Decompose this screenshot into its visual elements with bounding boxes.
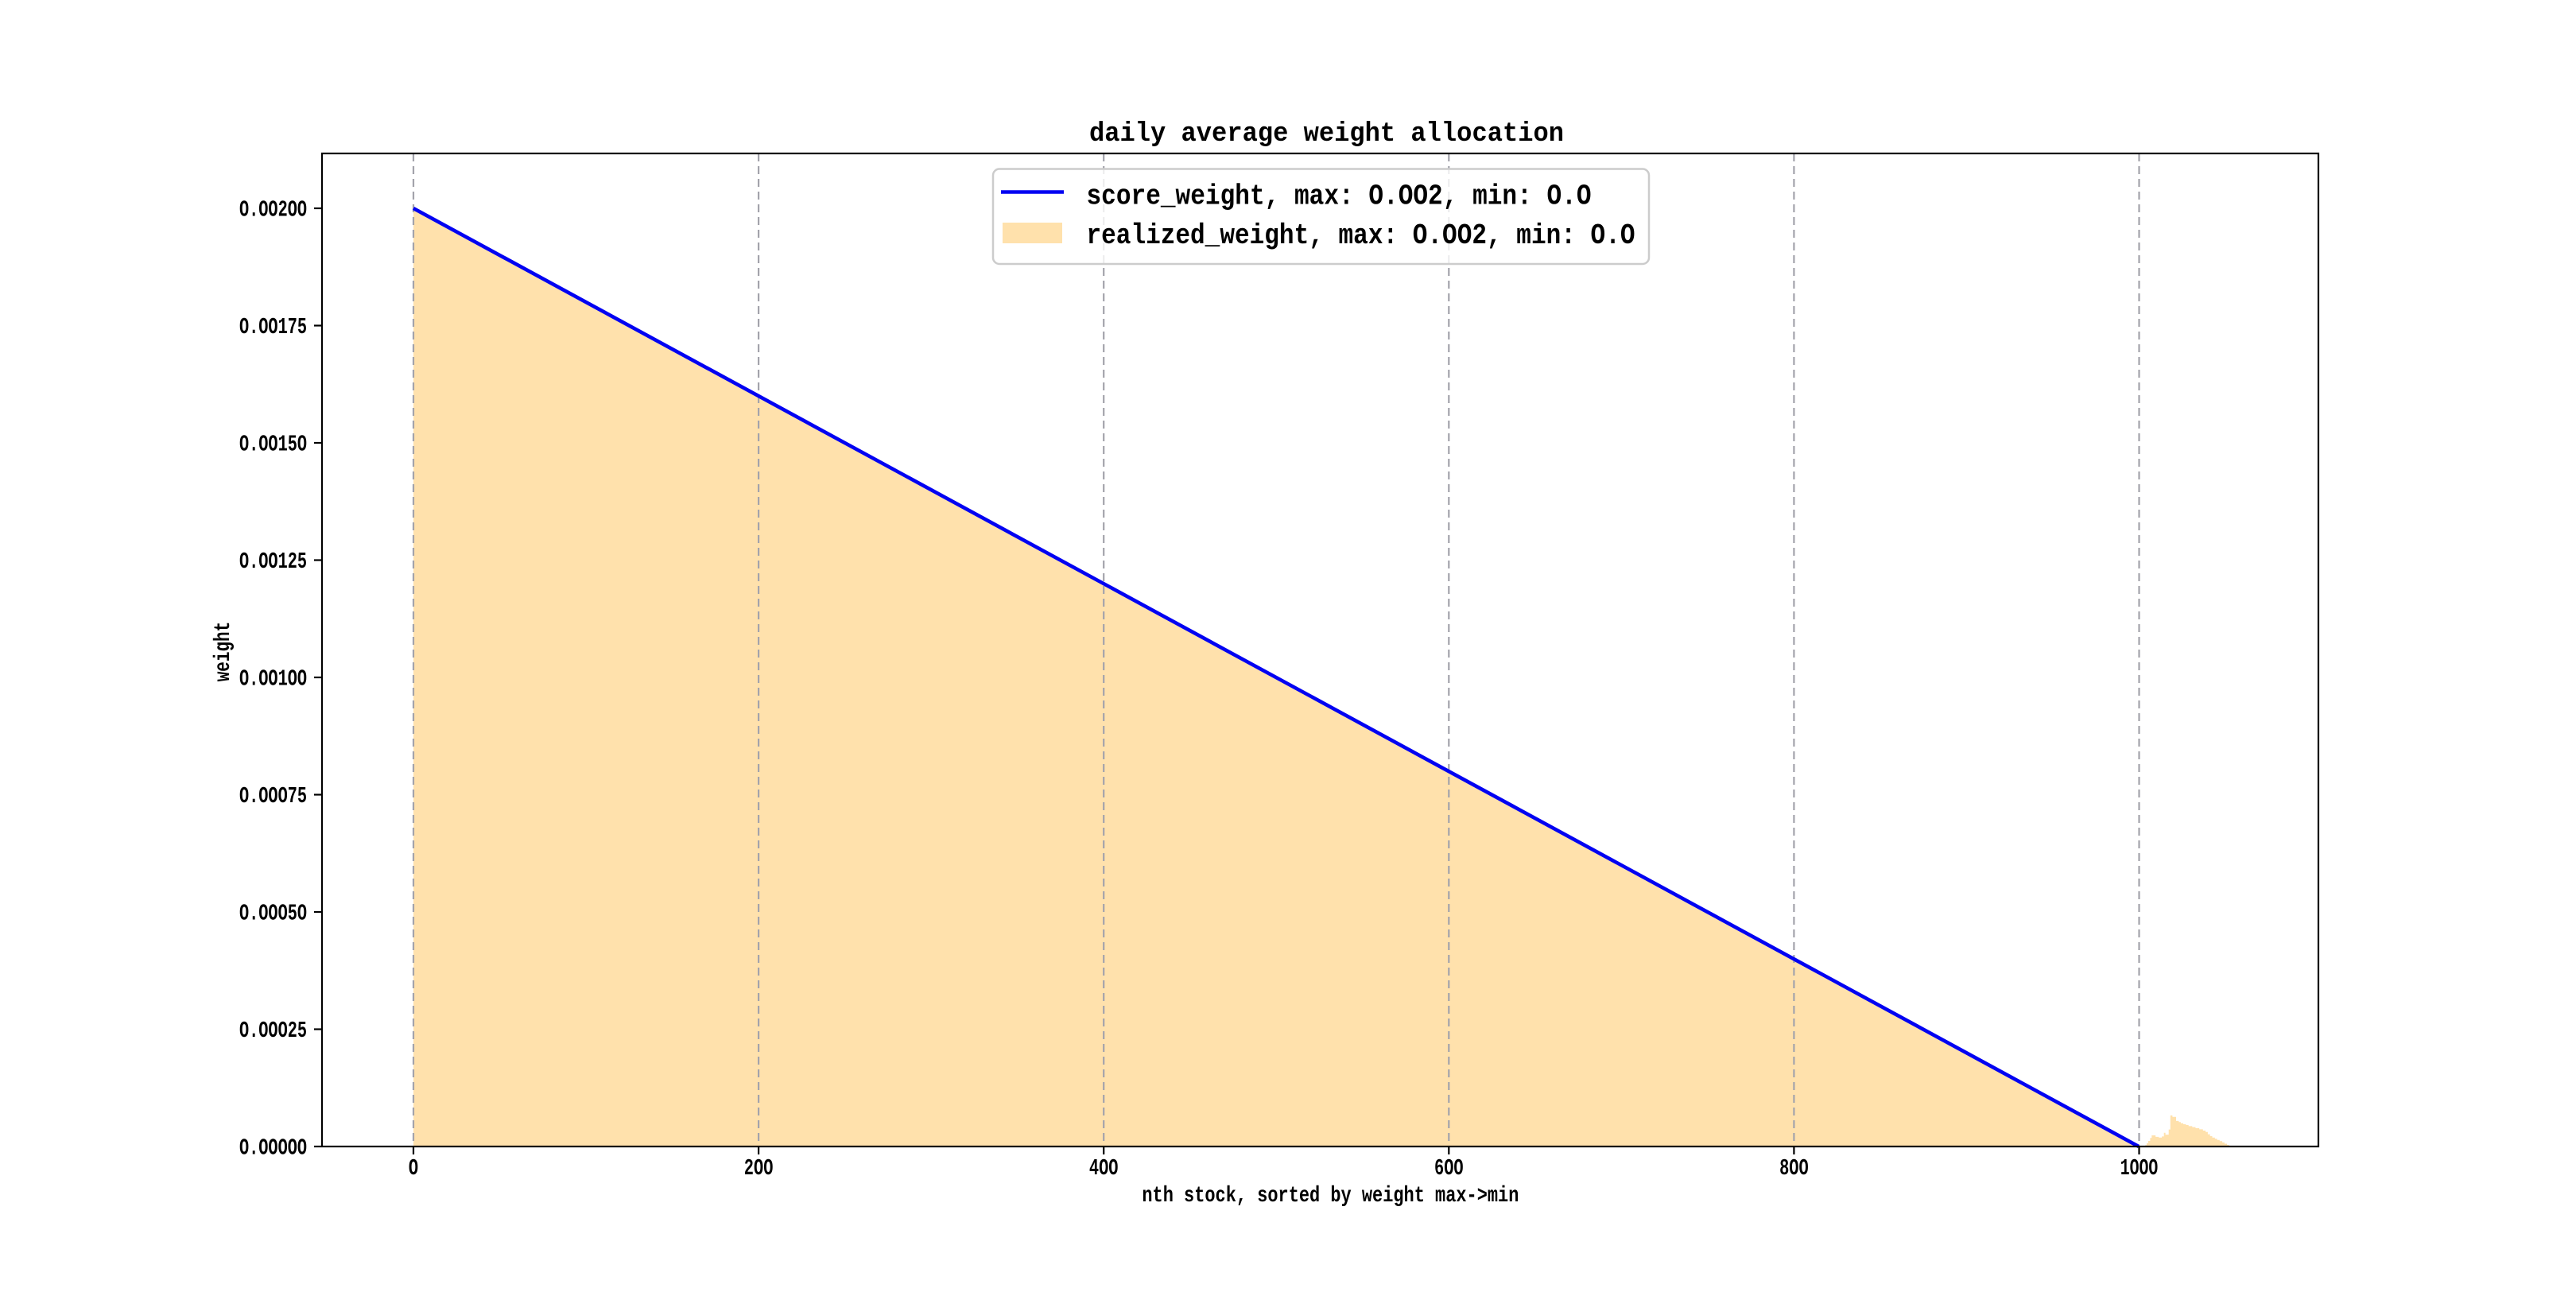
svg-text:4OO: 4OO (1089, 1155, 1119, 1181)
svg-text:O.OO175: O.OO175 (239, 314, 307, 340)
svg-text:1OOO: 1OOO (2120, 1155, 2159, 1181)
svg-text:8OO: 8OO (1779, 1155, 1809, 1181)
svg-text:O.OO1OO: O.OO1OO (239, 666, 307, 693)
svg-text:O.OOO5O: O.OOO5O (239, 901, 307, 927)
svg-text:O.OO125: O.OO125 (239, 549, 307, 575)
svg-text:O.OOO25: O.OOO25 (239, 1018, 307, 1044)
svg-text:O: O (409, 1155, 418, 1181)
svg-text:O.OOOOO: O.OOOOO (239, 1135, 307, 1162)
svg-text:nth stock, sorted by weight ma: nth stock, sorted by weight max->min (1142, 1184, 1519, 1209)
svg-text:weight: weight (211, 622, 236, 682)
svg-text:2OO: 2OO (744, 1155, 774, 1181)
svg-text:6OO: 6OO (1434, 1155, 1464, 1181)
svg-text:daily average weight allocatio: daily average weight allocation (1089, 119, 1564, 149)
svg-text:realized_weight, max: O.OO2, m: realized_weight, max: O.OO2, min: O.O (1087, 219, 1635, 252)
svg-text:O.OOO75: O.OOO75 (239, 783, 307, 809)
svg-text:O.OO2OO: O.OO2OO (239, 197, 307, 223)
svg-text:score_weight, max: O.OO2, min:: score_weight, max: O.OO2, min: O.O (1087, 180, 1592, 213)
svg-text:O.OO15O: O.OO15O (239, 432, 307, 458)
